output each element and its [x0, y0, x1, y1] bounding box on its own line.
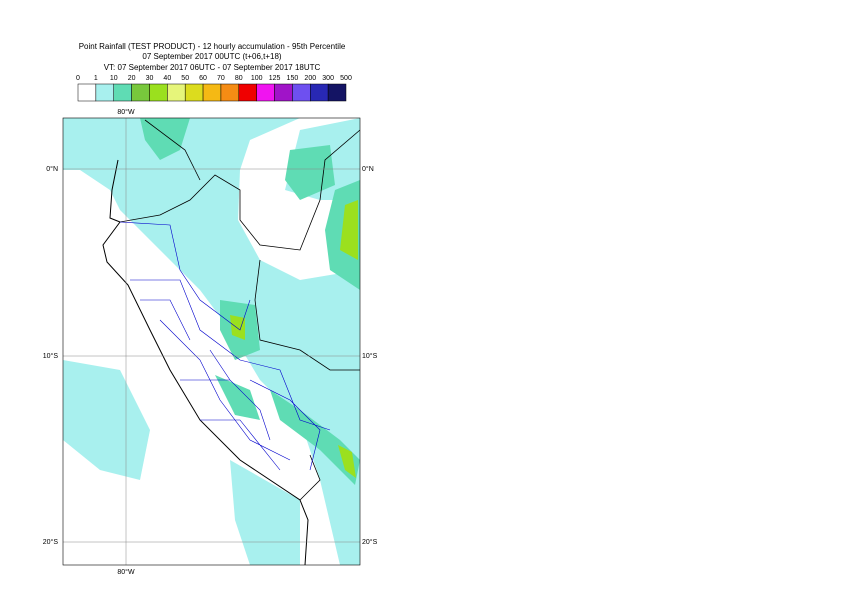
rain-area — [63, 360, 150, 480]
colorbar-label: 10 — [110, 75, 118, 82]
title: Point Rainfall (TEST PRODUCT) - 12 hourl… — [79, 42, 346, 51]
lat-label: 20°S — [362, 538, 378, 546]
rain-area — [230, 460, 300, 565]
colorbar-label: 100 — [251, 75, 263, 82]
colorbar-swatch — [220, 83, 240, 102]
colorbar-swatch — [310, 83, 329, 102]
colorbar-label: 500 — [340, 75, 352, 82]
colorbar-swatch — [292, 83, 311, 102]
lat-label: 10°S — [43, 352, 59, 360]
colorbar-swatch — [113, 83, 132, 102]
rain-area — [340, 200, 358, 260]
colorbar-label: 1 — [94, 75, 98, 82]
colorbar-swatch — [184, 83, 204, 102]
lat-label: 10°S — [362, 352, 378, 360]
rain-area — [63, 118, 360, 565]
colorbar-swatch — [327, 83, 347, 102]
lat-label: 20°S — [43, 538, 59, 546]
colorbar-swatch — [202, 83, 222, 102]
rain-area — [270, 390, 360, 485]
rain-area — [285, 145, 335, 200]
colorbar-swatch — [238, 83, 257, 102]
colorbar-swatch — [95, 83, 114, 102]
lat-label: 0°N — [46, 165, 58, 173]
colorbar-label: 80 — [235, 75, 243, 82]
rain-area — [140, 118, 190, 160]
map-frame — [62, 117, 361, 566]
border — [119, 119, 360, 501]
colorbar-label: 40 — [163, 75, 171, 82]
regions — [119, 221, 331, 471]
colorbar-swatch — [149, 83, 168, 102]
colorbar-label: 200 — [304, 75, 316, 82]
colorbar-label: 300 — [322, 75, 334, 82]
colorbar-swatch — [77, 83, 97, 102]
rain-area — [230, 315, 245, 340]
colorbar-swatch — [167, 83, 186, 102]
colorbar-label: 20 — [128, 75, 136, 82]
rain-area — [338, 445, 356, 478]
colorbar-label: 50 — [181, 75, 189, 82]
colorbar-label: 150 — [287, 75, 299, 82]
lon-label: 80°W — [117, 568, 135, 576]
coastline — [102, 159, 309, 565]
colorbar-label: 0 — [76, 75, 80, 82]
colorbar-swatch — [256, 83, 275, 102]
base-time: 07 September 2017 00UTC (t+06,t+18) — [142, 52, 282, 61]
colorbar-swatch — [274, 83, 293, 102]
colorbar-label: 60 — [199, 75, 207, 82]
lat-label: 0°N — [362, 165, 374, 173]
colorbar: 0 1 10 20 30 40 50 60 70 80 100 125 150 200 300 500 — [76, 75, 352, 102]
colorbar-label: 30 — [146, 75, 154, 82]
colorbar-swatch — [131, 83, 150, 102]
valid-time: VT: 07 September 2017 06UTC - 07 Septemb… — [104, 63, 321, 72]
lon-label: 80°W — [117, 108, 135, 116]
rain-area — [215, 375, 260, 420]
map — [63, 118, 360, 565]
colorbar-label: 70 — [217, 75, 225, 82]
colorbar-label: 125 — [269, 75, 281, 82]
